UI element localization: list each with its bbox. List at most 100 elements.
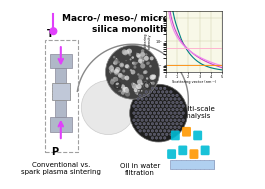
- Circle shape: [144, 81, 147, 84]
- Circle shape: [178, 98, 180, 100]
- Circle shape: [149, 74, 155, 80]
- Circle shape: [118, 91, 120, 92]
- Circle shape: [144, 84, 149, 89]
- Text: Oil in water
filtration: Oil in water filtration: [120, 163, 160, 176]
- Circle shape: [135, 91, 139, 94]
- Circle shape: [165, 119, 168, 122]
- Circle shape: [147, 108, 150, 111]
- Circle shape: [149, 119, 152, 122]
- Circle shape: [172, 115, 174, 118]
- FancyBboxPatch shape: [182, 127, 191, 137]
- Circle shape: [116, 58, 117, 59]
- Circle shape: [149, 126, 152, 129]
- Circle shape: [131, 82, 135, 86]
- Circle shape: [161, 91, 164, 93]
- Circle shape: [130, 58, 131, 60]
- Circle shape: [131, 70, 135, 74]
- Circle shape: [139, 60, 144, 64]
- Circle shape: [146, 62, 149, 65]
- Circle shape: [133, 119, 135, 122]
- Circle shape: [144, 56, 149, 61]
- Circle shape: [127, 49, 132, 54]
- Circle shape: [141, 119, 143, 122]
- Circle shape: [145, 112, 148, 114]
- Circle shape: [143, 122, 145, 125]
- Circle shape: [145, 98, 148, 100]
- Circle shape: [157, 126, 160, 129]
- Circle shape: [141, 49, 144, 53]
- Circle shape: [141, 126, 143, 129]
- Circle shape: [155, 94, 158, 97]
- Circle shape: [144, 70, 148, 74]
- Circle shape: [164, 87, 166, 90]
- Circle shape: [133, 62, 137, 66]
- Circle shape: [119, 63, 124, 67]
- Circle shape: [137, 119, 139, 122]
- Circle shape: [121, 91, 125, 95]
- Circle shape: [155, 101, 158, 104]
- Circle shape: [161, 98, 164, 100]
- Circle shape: [167, 94, 170, 97]
- Circle shape: [128, 53, 130, 55]
- Circle shape: [178, 126, 180, 129]
- Circle shape: [143, 108, 145, 111]
- Circle shape: [172, 108, 174, 111]
- Circle shape: [145, 126, 148, 129]
- Circle shape: [146, 77, 148, 79]
- Circle shape: [123, 50, 128, 55]
- Circle shape: [109, 70, 112, 73]
- Circle shape: [139, 115, 142, 118]
- Circle shape: [172, 129, 174, 132]
- Circle shape: [151, 108, 154, 111]
- Circle shape: [164, 122, 166, 125]
- Circle shape: [172, 122, 174, 125]
- Circle shape: [174, 126, 176, 129]
- Circle shape: [133, 105, 135, 107]
- Circle shape: [140, 52, 145, 57]
- Circle shape: [137, 126, 139, 129]
- Circle shape: [122, 88, 126, 92]
- Circle shape: [137, 98, 139, 100]
- Circle shape: [122, 49, 127, 55]
- Circle shape: [139, 101, 142, 104]
- Circle shape: [167, 101, 170, 104]
- Circle shape: [125, 64, 129, 68]
- Circle shape: [50, 28, 57, 35]
- Circle shape: [176, 129, 178, 132]
- Circle shape: [155, 87, 158, 90]
- Circle shape: [145, 91, 148, 93]
- Circle shape: [161, 119, 164, 122]
- Circle shape: [174, 112, 176, 114]
- Text: Multi-scale
analysis: Multi-scale analysis: [178, 106, 216, 119]
- Circle shape: [155, 129, 158, 132]
- Circle shape: [161, 126, 164, 129]
- Circle shape: [114, 63, 115, 65]
- Circle shape: [164, 137, 166, 139]
- Circle shape: [176, 101, 178, 104]
- Circle shape: [161, 133, 164, 136]
- Circle shape: [149, 98, 152, 100]
- Circle shape: [125, 88, 129, 93]
- Circle shape: [137, 73, 140, 76]
- Bar: [50, 117, 72, 132]
- Circle shape: [153, 91, 156, 93]
- Circle shape: [137, 105, 139, 107]
- Circle shape: [144, 85, 145, 86]
- Circle shape: [149, 82, 152, 85]
- Circle shape: [123, 87, 128, 92]
- Circle shape: [146, 77, 148, 80]
- Circle shape: [167, 129, 170, 132]
- Circle shape: [137, 79, 142, 85]
- Circle shape: [145, 105, 148, 107]
- Circle shape: [113, 56, 116, 58]
- FancyBboxPatch shape: [178, 146, 187, 155]
- Circle shape: [182, 119, 184, 122]
- Circle shape: [178, 119, 180, 122]
- Circle shape: [121, 64, 123, 66]
- Circle shape: [141, 83, 143, 85]
- Circle shape: [157, 105, 160, 107]
- Circle shape: [180, 115, 182, 118]
- Circle shape: [110, 79, 115, 85]
- Circle shape: [136, 53, 138, 54]
- Circle shape: [157, 91, 160, 93]
